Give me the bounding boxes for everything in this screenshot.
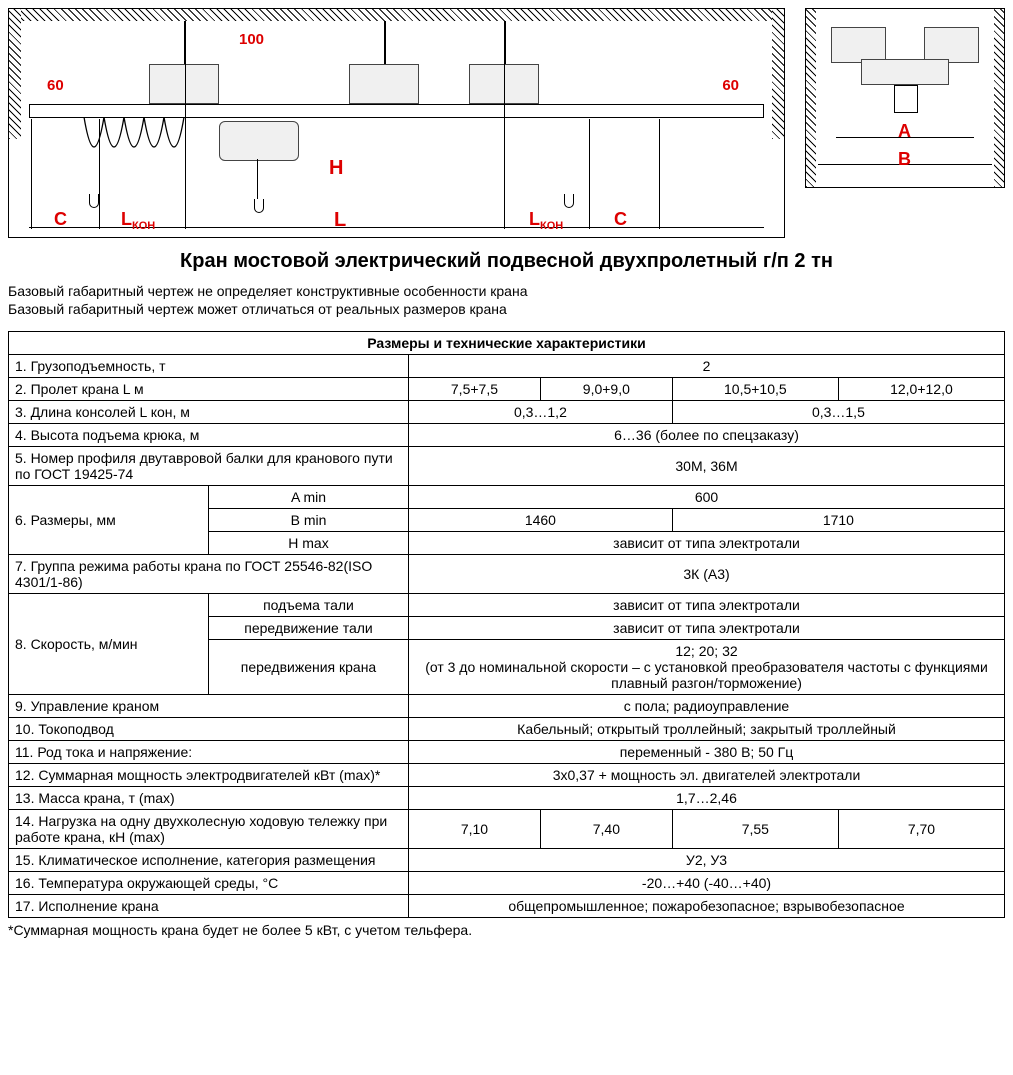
table-row: 14. Нагрузка на одну двухколесную ходову… xyxy=(9,810,1005,849)
table-row: 9. Управление краном с пола; радиоуправл… xyxy=(9,695,1005,718)
table-row: 8. Скорость, м/мин подъема тали зависит … xyxy=(9,594,1005,617)
table-row: 1. Грузоподъемность, т 2 xyxy=(9,355,1005,378)
cell-value: 2 xyxy=(409,355,1005,378)
dim-A: A xyxy=(898,121,911,142)
page-title: Кран мостовой электрический подвесной дв… xyxy=(8,250,1005,273)
dim-H: H xyxy=(329,157,343,180)
cell-label: 1. Грузоподъемность, т xyxy=(9,355,409,378)
note-1: Базовый габаритный чертеж не определяет … xyxy=(8,283,1005,299)
note-2: Базовый габаритный чертеж может отличать… xyxy=(8,301,1005,317)
dim-Lkon-right: LКОН xyxy=(529,209,563,232)
table-row: 11. Род тока и напряжение: переменный - … xyxy=(9,741,1005,764)
table-header: Размеры и технические характеристики xyxy=(9,332,1005,355)
dim-100: 100 xyxy=(239,31,264,48)
table-row: 6. Размеры, мм A min 600 xyxy=(9,486,1005,509)
dim-60-left: 60 xyxy=(47,77,64,94)
dim-60-right: 60 xyxy=(722,77,739,94)
table-row: 17. Исполнение крана общепромышленное; п… xyxy=(9,895,1005,918)
main-elevation-diagram: 60 60 100 H C C L LКОН LКОН xyxy=(8,8,785,238)
table-row: 13. Масса крана, т (max) 1,7…2,46 xyxy=(9,787,1005,810)
footnote: *Суммарная мощность крана будет не более… xyxy=(8,922,1005,938)
table-row: 7. Группа режима работы крана по ГОСТ 25… xyxy=(9,555,1005,594)
dim-B: B xyxy=(898,149,911,170)
dim-C-left: C xyxy=(54,209,67,230)
dim-C-right: C xyxy=(614,209,627,230)
side-section-diagram: A B xyxy=(805,8,1005,188)
table-row: 5. Номер профиля двутавровой балки для к… xyxy=(9,447,1005,486)
dim-L: L xyxy=(334,209,346,232)
table-row: 15. Климатическое исполнение, категория … xyxy=(9,849,1005,872)
table-row: 12. Суммарная мощность электродвигателей… xyxy=(9,764,1005,787)
table-row: 3. Длина консолей L кон, м 0,3…1,2 0,3…1… xyxy=(9,401,1005,424)
technical-drawing-area: 60 60 100 H C C L LКОН LКОН A B xyxy=(8,8,1005,238)
table-row: 2. Пролет крана L м 7,5+7,5 9,0+9,0 10,5… xyxy=(9,378,1005,401)
dim-Lkon-left: LКОН xyxy=(121,209,155,232)
specifications-table: Размеры и технические характеристики 1. … xyxy=(8,331,1005,918)
table-row: 16. Температура окружающей среды, °С -20… xyxy=(9,872,1005,895)
table-row: 10. Токоподвод Кабельный; открытый тролл… xyxy=(9,718,1005,741)
table-row: 4. Высота подъема крюка, м 6…36 (более п… xyxy=(9,424,1005,447)
